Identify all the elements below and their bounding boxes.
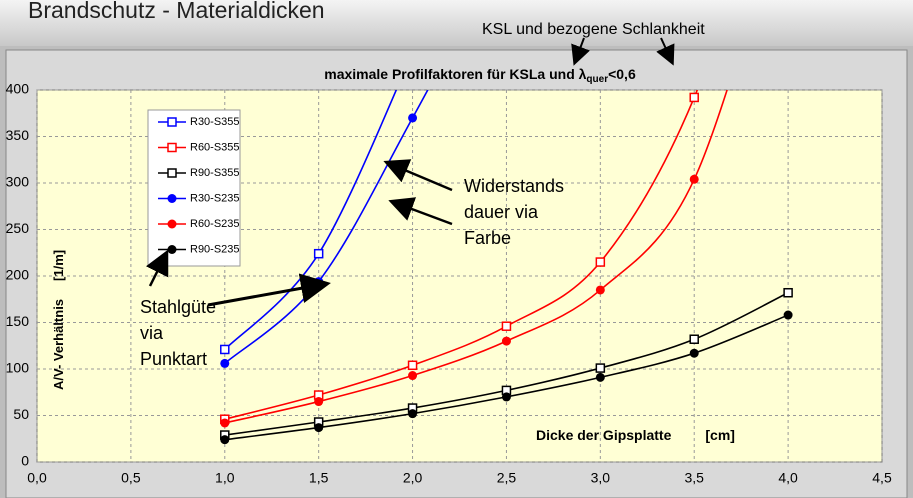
x-unit: [cm]: [705, 427, 735, 443]
marker: [408, 371, 418, 381]
y-tick-label: 350: [6, 127, 30, 143]
marker: [314, 423, 324, 433]
marker: [407, 360, 418, 371]
x-tick-label: 1,0: [215, 470, 235, 486]
annotation: Stahlgüte: [140, 297, 216, 317]
marker: [783, 287, 793, 298]
y-tick-label: 100: [6, 360, 30, 376]
chart-title: maximale Profilfaktoren für KSLa und λqu…: [324, 66, 636, 85]
series-line: [224, 90, 728, 424]
arrow: [207, 273, 331, 307]
marker: [689, 92, 699, 103]
header-bar: [0, 0, 913, 46]
legend-label: R60-S235: [190, 218, 240, 230]
marker: [783, 310, 793, 320]
x-tick-label: 4,5: [872, 470, 892, 486]
legend-label: R60-S355: [190, 141, 240, 153]
y-tick-label: 0: [21, 453, 29, 469]
marker: [501, 321, 512, 331]
marker: [501, 336, 511, 346]
x-label: Dicke der Gipsplatte: [536, 427, 672, 443]
x-tick-label: 3,5: [684, 470, 704, 486]
marker: [220, 435, 230, 445]
arrow: [383, 159, 453, 192]
marker: [167, 245, 177, 254]
marker: [595, 363, 606, 373]
y-tick-label: 200: [6, 267, 30, 283]
marker: [220, 358, 230, 368]
marker: [408, 113, 418, 123]
marker: [167, 168, 177, 178]
marker: [314, 397, 324, 407]
title-sub: quer: [586, 74, 608, 85]
annotation: dauer via: [464, 202, 539, 222]
legend-label: R30-S235: [190, 192, 240, 204]
legend-label: R30-S355: [190, 116, 240, 128]
legend-label: R90-S355: [190, 167, 240, 179]
y-tick-label: 300: [6, 174, 30, 190]
title-main: maximale Profilfaktoren für KSLa und λ: [324, 66, 586, 82]
series-line: [224, 90, 429, 365]
arrow: [388, 197, 453, 226]
annotation: Widerstands: [464, 176, 564, 196]
annotation: Farbe: [464, 228, 511, 248]
marker: [595, 257, 606, 267]
arrow: [145, 249, 169, 287]
x-tick-label: 2,0: [403, 470, 423, 486]
y-axis-label: A/V- Verhältnis [1/m]: [51, 250, 66, 390]
annotation: via: [140, 323, 164, 343]
marker: [167, 219, 177, 229]
annotation: Punktart: [140, 349, 207, 369]
marker: [408, 409, 418, 419]
marker: [313, 248, 324, 259]
marker: [220, 418, 230, 428]
series-line: [224, 90, 699, 420]
x-tick-label: 0,5: [121, 470, 141, 486]
y-unit: [1/m]: [51, 250, 66, 281]
legend: [147, 109, 241, 267]
y-tick-label: 150: [6, 313, 30, 329]
marker: [220, 344, 230, 355]
marker: [689, 348, 699, 358]
series-line: [224, 90, 398, 351]
slide-title: Brandschutz - Materialdicken: [28, 0, 325, 23]
marker: [167, 142, 177, 153]
y-label: A/V- Verhältnis: [51, 299, 66, 390]
y-tick-label: 50: [13, 406, 29, 422]
x-tick-label: 1,5: [309, 470, 329, 486]
marker: [167, 117, 177, 127]
marker: [689, 334, 699, 344]
marker: [689, 174, 699, 184]
y-tick-label: 250: [6, 220, 30, 236]
slide-subtitle: KSL und bezogene Schlankheit: [482, 21, 705, 38]
title-end: <0,6: [608, 66, 636, 82]
y-tick-label: 400: [6, 81, 30, 97]
marker: [595, 285, 605, 295]
x-axis-label: Dicke der Gipsplatte [cm]: [536, 427, 735, 443]
legend-label: R90-S235: [190, 243, 240, 255]
x-tick-label: 3,0: [591, 470, 611, 486]
arrow: [656, 37, 675, 66]
x-tick-label: 0,0: [27, 470, 47, 486]
marker: [501, 392, 511, 402]
x-tick-label: 2,5: [497, 470, 517, 486]
x-tick-label: 4,0: [778, 470, 798, 486]
marker: [595, 372, 605, 382]
arrow: [571, 37, 590, 66]
marker: [167, 194, 177, 203]
